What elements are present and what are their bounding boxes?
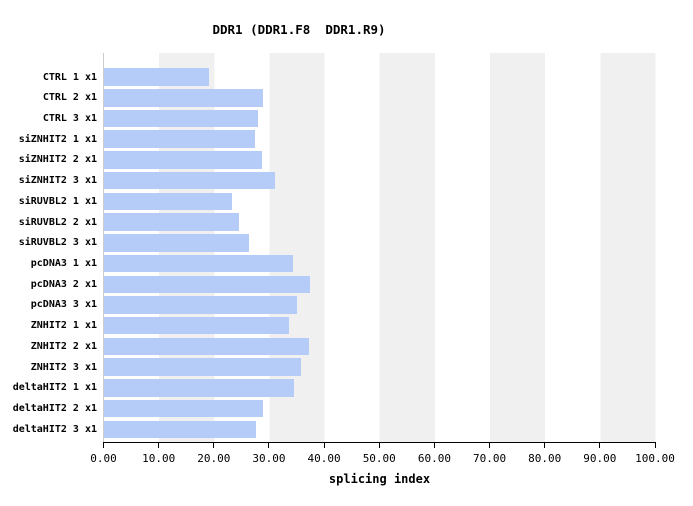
category-label: siZNHIT2 2 x1 bbox=[18, 154, 97, 166]
category-label: CTRL 2 x1 bbox=[42, 92, 97, 104]
category-label: pcDNA3 2 x1 bbox=[30, 278, 97, 290]
bar bbox=[104, 171, 275, 190]
bar bbox=[104, 130, 255, 148]
bar bbox=[104, 254, 293, 273]
bar bbox=[104, 316, 290, 335]
category-label: deltaHIT2 3 x1 bbox=[12, 423, 97, 435]
bar bbox=[104, 151, 263, 169]
x-tick-label: 80.00 bbox=[528, 452, 562, 465]
x-tick-mark bbox=[654, 443, 656, 448]
x-tick-label: 100.00 bbox=[635, 452, 675, 465]
chart-title: DDR1 (DDR1.F8 DDR1.R9) bbox=[212, 22, 386, 37]
bar bbox=[104, 420, 256, 439]
category-label: deltaHIT2 2 x1 bbox=[12, 403, 97, 415]
category-label: siRUVBL2 3 x1 bbox=[18, 237, 97, 249]
x-tick-mark bbox=[103, 443, 104, 448]
x-tick-mark bbox=[433, 443, 435, 448]
category-label: siRUVBL2 2 x1 bbox=[18, 216, 97, 228]
x-tick-mark bbox=[158, 443, 160, 448]
x-tick-label: 0.00 bbox=[90, 452, 117, 465]
category-label: CTRL 1 x1 bbox=[42, 71, 97, 83]
plot-area bbox=[103, 53, 656, 442]
category-label: ZNHIT2 1 x1 bbox=[30, 320, 97, 332]
x-tick-label: 10.00 bbox=[142, 452, 176, 465]
bar bbox=[104, 399, 264, 418]
bar bbox=[104, 192, 232, 211]
category-label: siZNHIT2 3 x1 bbox=[18, 175, 97, 187]
bar bbox=[104, 68, 210, 86]
bar bbox=[104, 296, 298, 314]
category-label: deltaHIT2 1 x1 bbox=[12, 382, 97, 394]
bar bbox=[104, 358, 302, 376]
x-tick-label: 90.00 bbox=[583, 452, 617, 465]
category-label: siRUVBL2 1 x1 bbox=[18, 195, 97, 207]
x-tick-mark bbox=[544, 443, 546, 448]
bar bbox=[104, 337, 309, 356]
x-axis-title: splicing index bbox=[328, 472, 431, 486]
x-tick-label: 30.00 bbox=[252, 452, 286, 465]
x-tick-mark bbox=[268, 443, 270, 448]
x-tick-label: 70.00 bbox=[472, 452, 507, 465]
x-tick-mark bbox=[323, 443, 325, 448]
x-axis-line bbox=[103, 442, 656, 443]
x-tick-mark bbox=[378, 443, 380, 448]
category-label: CTRL 3 x1 bbox=[42, 112, 97, 124]
x-tick-mark bbox=[599, 443, 601, 448]
bar bbox=[104, 379, 294, 397]
x-tick-mark bbox=[213, 443, 215, 448]
category-label: siZNHIT2 1 x1 bbox=[18, 133, 97, 145]
bar bbox=[104, 275, 310, 293]
x-tick-label: 50.00 bbox=[362, 452, 396, 465]
category-label: ZNHIT2 2 x1 bbox=[30, 340, 97, 352]
bar bbox=[104, 89, 263, 107]
category-label: pcDNA3 1 x1 bbox=[30, 258, 97, 270]
x-tick-label: 60.00 bbox=[417, 452, 451, 465]
category-label: pcDNA3 3 x1 bbox=[30, 299, 97, 311]
bar bbox=[104, 213, 240, 231]
bar bbox=[104, 109, 258, 128]
x-tick-label: 20.00 bbox=[197, 452, 231, 465]
x-tick-label: 40.00 bbox=[307, 452, 341, 465]
x-tick-mark bbox=[489, 443, 491, 448]
bar bbox=[104, 234, 250, 252]
category-label: ZNHIT2 3 x1 bbox=[30, 361, 97, 373]
